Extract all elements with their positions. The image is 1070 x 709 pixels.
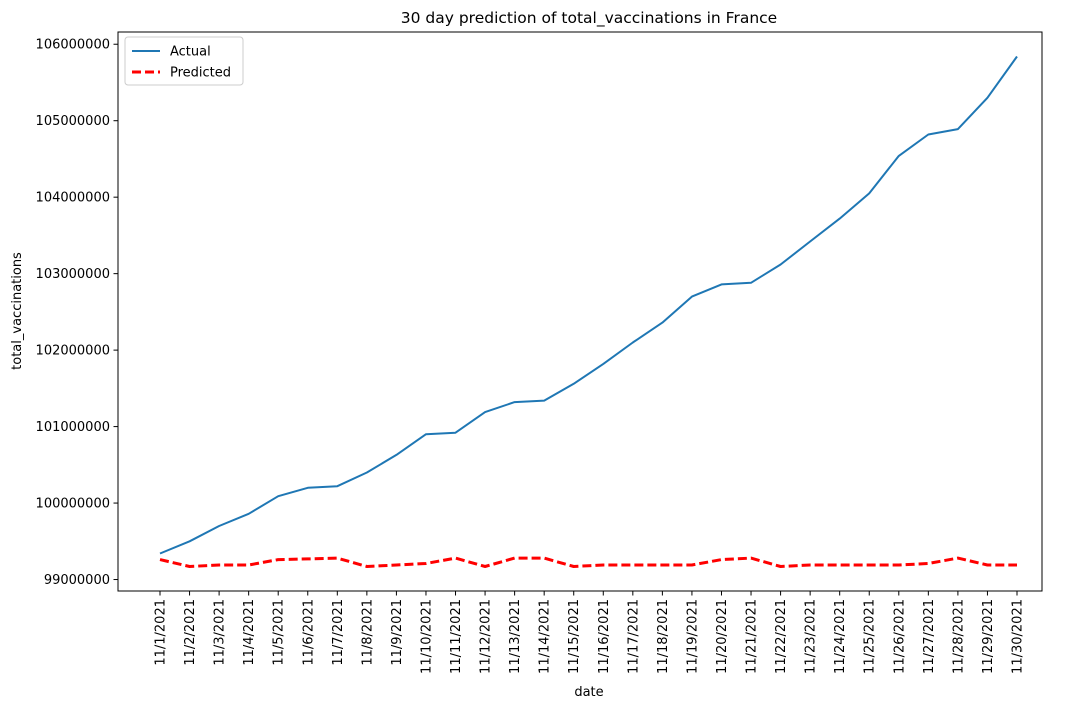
x-tick-label: 11/7/2021 <box>331 599 346 666</box>
x-tick-label: 11/19/2021 <box>685 599 700 674</box>
series-line-predicted <box>159 556 1017 568</box>
y-tick-label: 106000000 <box>36 38 110 53</box>
x-tick-label: 11/3/2021 <box>213 599 228 666</box>
legend-label-predicted: Predicted <box>170 66 231 81</box>
x-tick-label: 11/1/2021 <box>154 599 169 666</box>
x-tick-label: 11/5/2021 <box>272 599 287 666</box>
x-tick-label: 11/6/2021 <box>301 599 316 666</box>
x-tick-label: 11/28/2021 <box>951 599 966 674</box>
x-tick-label: 11/22/2021 <box>774 599 789 674</box>
x-tick-label: 11/12/2021 <box>479 599 494 674</box>
plot-area <box>117 31 1043 592</box>
x-tick-label: 11/23/2021 <box>804 599 819 674</box>
x-tick-label: 11/27/2021 <box>922 599 937 674</box>
x-tick-label: 11/4/2021 <box>242 599 257 666</box>
x-tick-label: 11/17/2021 <box>626 599 641 674</box>
y-tick-label: 105000000 <box>36 114 110 129</box>
y-tick-label: 103000000 <box>36 267 110 282</box>
x-tick-label: 11/13/2021 <box>508 599 523 674</box>
y-tick-label: 99000000 <box>44 573 110 588</box>
x-tick-label: 11/8/2021 <box>360 599 375 666</box>
series-layer <box>159 55 1018 568</box>
x-tick-label: 11/14/2021 <box>538 599 553 674</box>
x-tick-label: 11/21/2021 <box>745 599 760 674</box>
y-tick-label: 101000000 <box>36 420 110 435</box>
x-tick-label: 11/29/2021 <box>981 599 996 674</box>
legend-label-actual: Actual <box>170 45 211 60</box>
x-tick-label: 11/26/2021 <box>892 599 907 674</box>
y-axis: 99000000 100000000 101000000 102000000 10300… <box>36 38 118 588</box>
x-tick-label: 11/30/2021 <box>1011 599 1026 674</box>
x-tick-label: 11/11/2021 <box>449 599 464 674</box>
x-tick-label: 11/20/2021 <box>715 599 730 674</box>
x-tick-label: 11/25/2021 <box>863 599 878 674</box>
y-tick-label: 100000000 <box>36 497 110 512</box>
y-axis-label: total_vaccinations <box>10 252 25 370</box>
y-tick-label: 104000000 <box>36 191 110 206</box>
x-tick-label: 11/2/2021 <box>183 599 198 666</box>
x-tick-label: 11/15/2021 <box>567 599 582 674</box>
x-axis: 11/1/2021 11/2/2021 11/3/2021 11/4/2021 11/5… <box>154 591 1026 674</box>
x-tick-label: 11/16/2021 <box>597 599 612 674</box>
x-axis-label: date <box>574 685 603 700</box>
chart-title: 30 day prediction of total_vaccinations … <box>401 9 777 28</box>
series-line-actual <box>159 55 1018 555</box>
y-tick-label: 102000000 <box>36 344 110 359</box>
legend-box <box>124 36 244 86</box>
x-tick-label: 11/24/2021 <box>833 599 848 674</box>
x-tick-label: 11/18/2021 <box>656 599 671 674</box>
x-tick-label: 11/9/2021 <box>390 599 405 666</box>
legend: Actual Predicted <box>124 36 244 86</box>
x-tick-label: 11/10/2021 <box>419 599 434 674</box>
